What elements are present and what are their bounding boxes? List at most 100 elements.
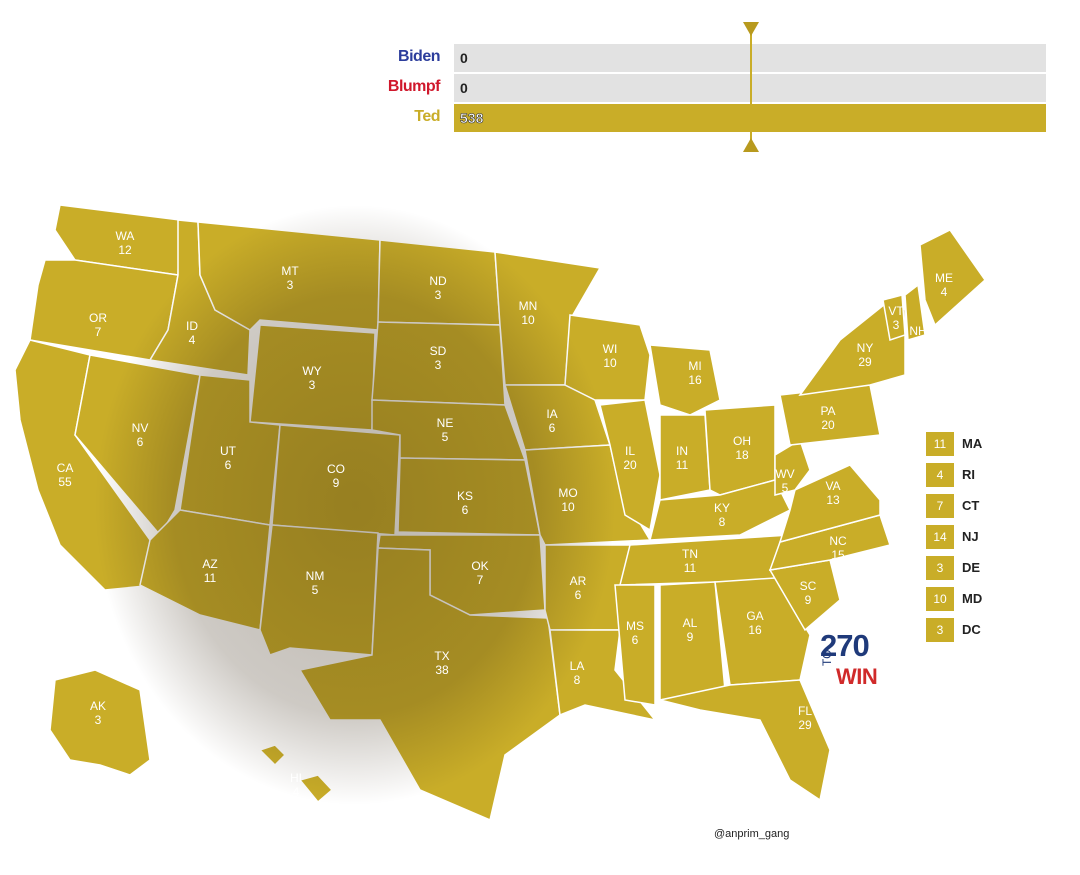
small-state-ma[interactable]: 11 MA xyxy=(926,432,1036,463)
state-ev-label: 7 xyxy=(95,325,102,339)
state-ev-label: 3 xyxy=(95,713,102,727)
state-vt[interactable] xyxy=(882,294,906,341)
state-ev-label: 6 xyxy=(632,633,639,647)
state-ms[interactable] xyxy=(614,584,656,706)
state-abbr-label: WV xyxy=(775,467,794,481)
state-ev-label: 29 xyxy=(858,355,872,369)
270towin-logo: 270 TO WIN xyxy=(818,628,898,692)
state-ev-label: 13 xyxy=(826,493,840,507)
candidate-row-blumpf: Blumpf 0 xyxy=(370,74,1050,102)
state-abbr-label: LA xyxy=(570,659,585,673)
state-ev-label: 16 xyxy=(688,373,702,387)
state-abbr-label: IN xyxy=(676,444,688,458)
state-ev-label: 4 xyxy=(293,785,300,799)
map-svg: WA12OR7CA55ID4NV6MT3WY3UT6AZ11CO9NM5ND3S… xyxy=(14,204,986,822)
state-fl[interactable] xyxy=(659,679,831,802)
state-abbr-label: MO xyxy=(558,486,577,500)
small-state-nj[interactable]: 14 NJ xyxy=(926,525,1036,556)
state-abbr-label: FL xyxy=(798,704,812,718)
threshold-marker-top-icon xyxy=(743,22,759,36)
small-state-abbr: MD xyxy=(962,591,983,606)
vote-count: 538 xyxy=(460,110,484,127)
state-ev-label: 9 xyxy=(333,476,340,490)
state-ev-label: 3 xyxy=(287,278,294,292)
small-state-ri[interactable]: 4 RI xyxy=(926,463,1036,494)
small-state-ev-box: 11 xyxy=(926,432,954,456)
state-va[interactable] xyxy=(778,464,881,544)
us-electoral-map: WA 12 OR 7 CA 55 ID 4 NV 6 MT 3 WY 3 UT 6 AZ 11 CO 9 NM 5 ND 3 S… xyxy=(0,190,1080,875)
state-abbr-label: NV xyxy=(132,421,149,435)
state-abbr-label: OH xyxy=(733,434,751,448)
270-threshold-line xyxy=(750,26,752,152)
state-me[interactable] xyxy=(919,229,986,327)
state-abbr-label: NM xyxy=(306,569,325,583)
state-ev-label: 6 xyxy=(137,435,144,449)
small-state-md[interactable]: 10 MD xyxy=(926,587,1036,618)
state-ev-label: 8 xyxy=(719,515,726,529)
small-state-ev-box: 14 xyxy=(926,525,954,549)
state-abbr-label: CO xyxy=(327,462,345,476)
state-abbr-label: NE xyxy=(437,416,454,430)
state-ev-label: 8 xyxy=(574,673,581,687)
state-abbr-label: IL xyxy=(625,444,635,458)
state-ev-label: 18 xyxy=(735,448,749,462)
state-abbr-label: AK xyxy=(90,699,106,713)
state-abbr-label: PA xyxy=(820,404,835,418)
small-state-abbr: NJ xyxy=(962,529,979,544)
state-abbr-label: ME xyxy=(935,271,953,285)
state-abbr-label: IA xyxy=(546,407,557,421)
small-state-abbr: CT xyxy=(962,498,980,513)
small-state-abbr: DC xyxy=(962,622,981,637)
state-ev-label: 15 xyxy=(831,548,845,562)
state-abbr-label: SC xyxy=(800,579,817,593)
vote-count: 0 xyxy=(460,80,468,96)
state-il[interactable] xyxy=(599,399,661,532)
state-ev-label: 10 xyxy=(561,500,575,514)
state-abbr-label: AR xyxy=(570,574,587,588)
state-ev-label: 5 xyxy=(312,583,319,597)
state-ev-label: 10 xyxy=(521,313,535,327)
state-nh[interactable] xyxy=(904,283,926,341)
state-ev-label: 7 xyxy=(477,573,484,587)
state-abbr-label: KY xyxy=(714,501,730,515)
small-state-ev-box: 3 xyxy=(926,618,954,642)
state-ev-label: 3 xyxy=(435,358,442,372)
state-abbr-label: HI xyxy=(290,771,302,785)
logo-number: 270 xyxy=(820,628,870,663)
small-state-ct[interactable]: 7 CT xyxy=(926,494,1036,525)
vote-count: 0 xyxy=(460,50,468,66)
small-state-ev-box: 7 xyxy=(926,494,954,518)
small-state-ev-box: 10 xyxy=(926,587,954,611)
state-ev-label: 20 xyxy=(821,418,835,432)
state-abbr-label: NH xyxy=(909,324,926,338)
state-abbr-label: UT xyxy=(220,444,237,458)
state-abbr-label: WY xyxy=(302,364,321,378)
state-ga[interactable] xyxy=(714,577,811,686)
state-ev-label: 5 xyxy=(442,430,449,444)
state-abbr-label: KS xyxy=(457,489,473,503)
small-state-abbr: MA xyxy=(962,436,983,451)
state-abbr-label: MI xyxy=(688,359,701,373)
state-ev-label: 6 xyxy=(462,503,469,517)
state-abbr-label: WA xyxy=(116,229,135,243)
candidate-name: Blumpf xyxy=(387,78,441,95)
state-abbr-label: WI xyxy=(603,342,618,356)
state-ak[interactable] xyxy=(49,669,151,776)
logo-win: WIN xyxy=(836,664,878,689)
state-mi[interactable] xyxy=(649,344,721,416)
candidate-row-ted: Ted 538 xyxy=(370,104,1050,132)
face-overlay-image xyxy=(95,205,615,805)
state-abbr-label: AL xyxy=(683,616,698,630)
state-abbr-label: TN xyxy=(682,547,698,561)
state-abbr-label: VT xyxy=(888,304,904,318)
candidate-name: Biden xyxy=(398,48,440,65)
state-ev-label: 9 xyxy=(805,593,812,607)
small-states-legend: 11 MA 4 RI 7 CT 14 NJ 3 DE 10 MD 3 DC xyxy=(926,432,1036,649)
small-state-dc[interactable]: 3 DC xyxy=(926,618,1036,649)
state-ev-label: 20 xyxy=(623,458,637,472)
state-abbr-label: AZ xyxy=(202,557,217,571)
small-state-de[interactable]: 3 DE xyxy=(926,556,1036,587)
state-tn[interactable] xyxy=(619,534,791,586)
state-abbr-label: CA xyxy=(57,461,74,475)
state-abbr-label: SD xyxy=(430,344,447,358)
